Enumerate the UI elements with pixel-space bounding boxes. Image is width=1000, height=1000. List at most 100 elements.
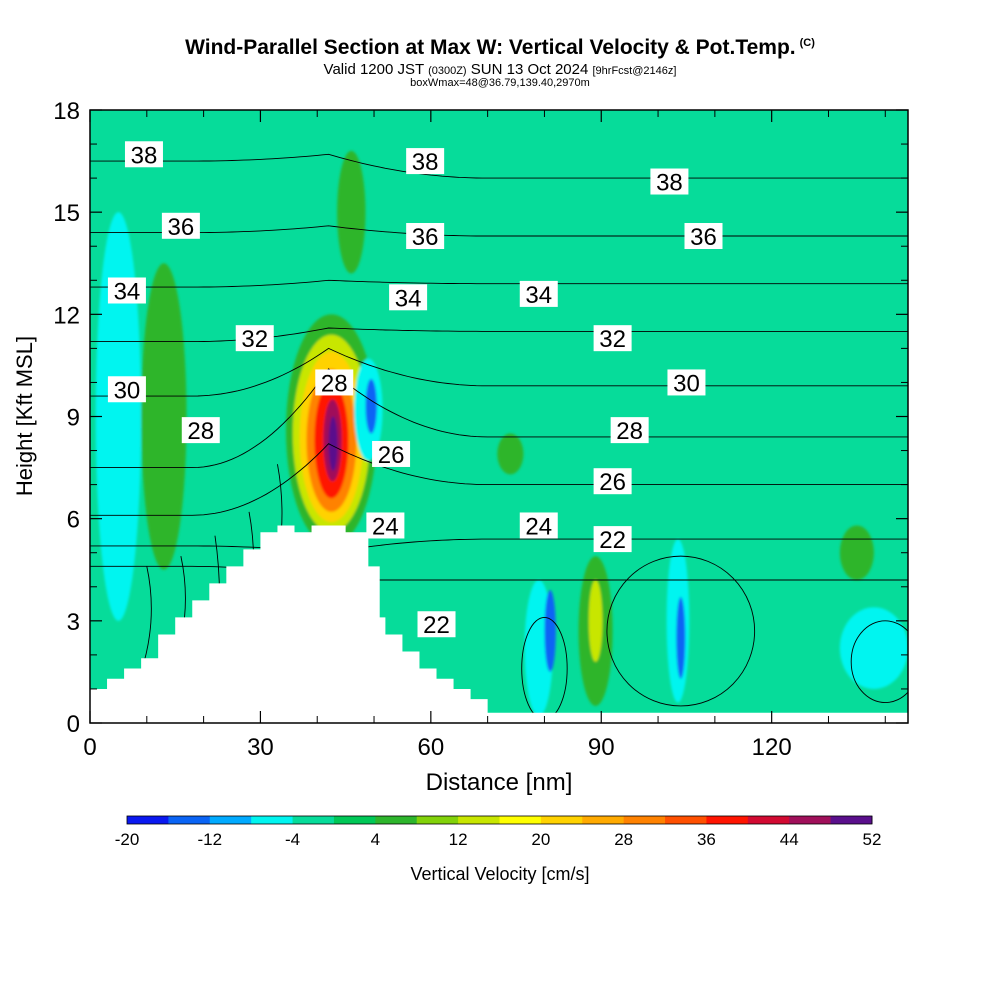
colorbar-swatch bbox=[540, 816, 583, 824]
contour-label-text: 38 bbox=[656, 170, 683, 197]
contour-label-text: 34 bbox=[114, 278, 141, 305]
colorbar-tick-label: 20 bbox=[531, 830, 550, 849]
colorbar-swatch bbox=[499, 816, 542, 824]
contour-label-text: 22 bbox=[599, 527, 626, 554]
contour-label-box bbox=[315, 369, 354, 396]
contour-label: 26 bbox=[593, 468, 632, 496]
box-info: boxWmax=48@36.79,139.40,2970m bbox=[410, 77, 590, 89]
contour-label-box bbox=[593, 468, 632, 495]
contour-label-box bbox=[389, 284, 428, 311]
y-tick-label: 12 bbox=[53, 302, 80, 329]
velocity-region bbox=[839, 525, 874, 580]
colorbar-swatch bbox=[375, 816, 418, 824]
velocity-region bbox=[544, 590, 556, 672]
y-axis-label: Height [Kft MSL] bbox=[12, 336, 37, 496]
colorbar-swatch bbox=[251, 816, 294, 824]
terrain-mask bbox=[90, 525, 908, 723]
theta-contour bbox=[90, 443, 908, 516]
contour-label: 30 bbox=[667, 369, 706, 397]
velocity-region bbox=[365, 379, 377, 434]
theta-contour bbox=[90, 538, 908, 554]
contour-label-text: 24 bbox=[372, 513, 399, 540]
y-tick-label: 3 bbox=[67, 609, 80, 636]
contour-label: 36 bbox=[161, 212, 200, 241]
contour-label-text: 28 bbox=[616, 418, 643, 445]
colorbar-tick-label: 4 bbox=[371, 830, 380, 849]
valid-prefix: Valid 1200 JST bbox=[323, 61, 424, 78]
y-tick-label: 9 bbox=[67, 405, 80, 432]
theta-contour bbox=[90, 153, 908, 179]
valid-time-line: Valid 1200 JST (0300Z) SUN 13 Oct 2024 [… bbox=[0, 61, 1000, 78]
velocity-region bbox=[588, 579, 603, 662]
copyright-mark: (C) bbox=[799, 37, 815, 49]
contour-label-text: 38 bbox=[131, 142, 158, 169]
closed-contour bbox=[850, 620, 908, 704]
contour-label-text: 36 bbox=[412, 224, 439, 251]
colorbar-tick-label: -12 bbox=[197, 830, 222, 849]
colorbar-swatch bbox=[582, 816, 625, 824]
contour-label-box bbox=[366, 512, 405, 539]
contour-label-text: 28 bbox=[187, 418, 214, 445]
contour-label: 32 bbox=[235, 325, 274, 353]
contour-label-box bbox=[161, 212, 200, 239]
contour-label-box bbox=[107, 277, 146, 304]
contour-label: 38 bbox=[124, 141, 163, 169]
contour-label: 34 bbox=[519, 280, 558, 309]
contour-label-box bbox=[667, 369, 706, 396]
colorbar-tick-label: 28 bbox=[614, 830, 633, 849]
colorbar-tick-label: 36 bbox=[697, 830, 716, 849]
valid-date: SUN 13 Oct 2024 bbox=[470, 61, 589, 78]
velocity-region bbox=[839, 607, 908, 689]
contour-label: 28 bbox=[610, 417, 649, 445]
contour-label: 34 bbox=[107, 277, 146, 305]
theta-contour bbox=[90, 327, 908, 343]
velocity-region bbox=[141, 263, 187, 570]
colorbar-tick-label: -4 bbox=[285, 830, 300, 849]
contour-label-text: 32 bbox=[241, 326, 268, 353]
colorbar-swatch bbox=[706, 816, 749, 824]
contour-label: 28 bbox=[181, 417, 220, 445]
contour-label-box bbox=[406, 148, 445, 175]
contour-label-box bbox=[124, 141, 163, 168]
velocity-region bbox=[337, 150, 366, 274]
colorbar-swatch bbox=[292, 816, 335, 824]
contour-label: 24 bbox=[366, 512, 405, 540]
y-tick-label: 6 bbox=[67, 507, 80, 534]
contour-label-box bbox=[610, 417, 649, 444]
forecast-info: [9hrFcst@2146z] bbox=[592, 65, 677, 77]
contour-label-box bbox=[417, 611, 456, 638]
colorbar-frame bbox=[126, 815, 873, 825]
contour-label: 26 bbox=[372, 440, 411, 469]
velocity-region bbox=[95, 212, 142, 621]
contour-label: 36 bbox=[684, 223, 723, 251]
contour-label-text: 38 bbox=[412, 149, 439, 176]
colorbar-swatch bbox=[789, 816, 832, 824]
contour-label-box bbox=[235, 325, 274, 352]
x-axis-label: Distance [nm] bbox=[426, 769, 573, 796]
contour-label-text: 36 bbox=[168, 214, 195, 241]
contour-label: 38 bbox=[406, 148, 445, 176]
contour-label-text: 24 bbox=[525, 513, 552, 540]
contour-label-text: 30 bbox=[673, 370, 700, 397]
theta-contour bbox=[90, 279, 908, 288]
colorbar-swatch bbox=[623, 816, 666, 824]
colorbar-swatch bbox=[127, 816, 169, 824]
y-tick-label: 0 bbox=[67, 711, 80, 738]
contour-label-box bbox=[107, 376, 146, 403]
contour-label-text: 30 bbox=[114, 377, 141, 404]
colorbar-swatch bbox=[665, 816, 707, 824]
colorbar-swatch bbox=[168, 816, 211, 824]
contour-label-box bbox=[406, 223, 445, 250]
contour-label-box bbox=[372, 440, 411, 467]
x-tick-label: 60 bbox=[417, 734, 444, 761]
contour-label-box bbox=[593, 325, 632, 352]
colorbar-swatch bbox=[747, 816, 790, 824]
chart-title: Wind-Parallel Section at Max W: Vertical… bbox=[0, 36, 1000, 60]
contour-label-box bbox=[181, 417, 220, 444]
contour-label: 38 bbox=[650, 168, 689, 197]
y-tick-label: 18 bbox=[53, 98, 80, 125]
closed-contour bbox=[606, 555, 756, 707]
colorbar-label: Vertical Velocity [cm/s] bbox=[410, 864, 589, 884]
colorbar-tick-label: 52 bbox=[863, 830, 882, 849]
